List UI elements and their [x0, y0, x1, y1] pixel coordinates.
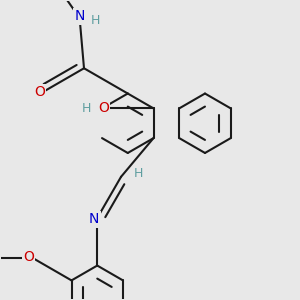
- Text: O: O: [34, 85, 45, 99]
- Text: H: H: [134, 167, 143, 180]
- Text: N: N: [74, 9, 85, 23]
- Text: N: N: [89, 212, 100, 226]
- Text: O: O: [23, 250, 34, 264]
- Text: H: H: [90, 14, 100, 27]
- Text: O: O: [98, 101, 109, 116]
- Text: H: H: [82, 102, 91, 115]
